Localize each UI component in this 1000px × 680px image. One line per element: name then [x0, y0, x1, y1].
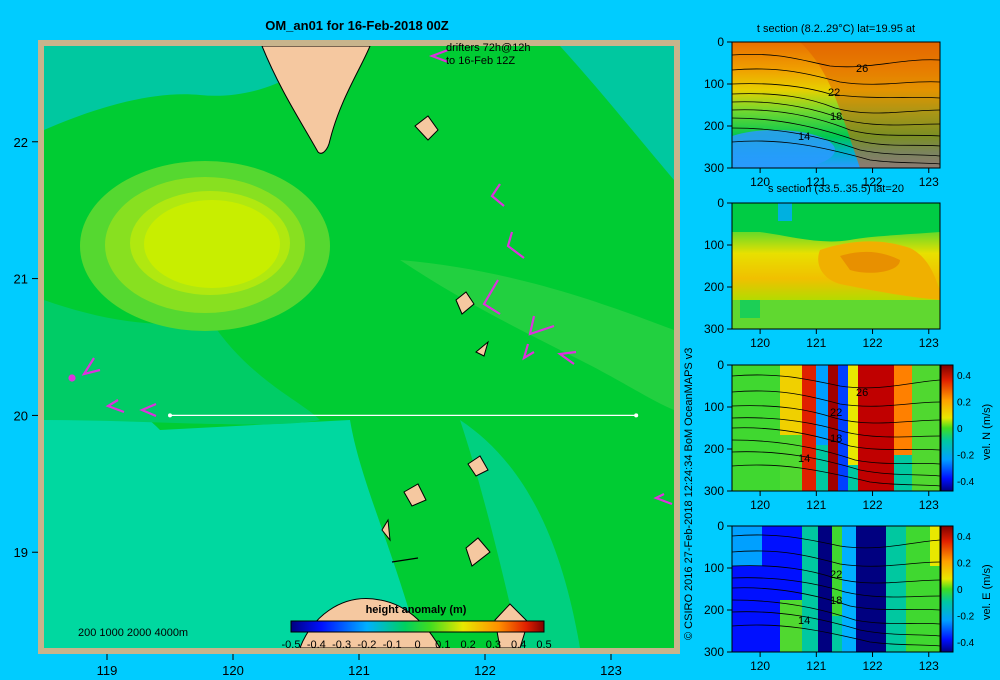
panel-x-tick-label: 120	[750, 659, 770, 673]
map-x-tick-label: 121	[348, 663, 370, 678]
velocity-colorbar-tick-label: 0.2	[957, 559, 971, 570]
panel-x-tick-label: 120	[750, 498, 770, 512]
colorbar-tick-label: -0.4	[307, 639, 326, 651]
temp-contour-22: 22	[828, 87, 840, 99]
panel-y-tick-label: 0	[717, 519, 724, 533]
map-y-tick-label: 22	[14, 135, 28, 150]
panel-x-tick-label: 122	[863, 498, 883, 512]
map-x-tick-label: 119	[97, 663, 118, 678]
panel-x-tick-label: 121	[806, 498, 826, 512]
panel-x-tick-label: 123	[919, 659, 939, 673]
velocity-colorbar-tick-label: -0.2	[957, 451, 975, 462]
section-end-marker	[634, 413, 639, 418]
colorbar-tick-label: -0.2	[357, 639, 376, 651]
map-y-tick-label: 21	[14, 272, 28, 287]
height-colorbar	[290, 620, 545, 633]
map-y-tick-label: 19	[14, 545, 28, 560]
drifter-tracks	[68, 48, 673, 506]
map-x-tick-label: 123	[600, 663, 622, 678]
velN-contour-26: 26	[856, 387, 868, 399]
credit-text: © CSIRO 2016 27-Feb-2018 12:24:34 BoM Oc…	[683, 348, 695, 640]
panel-y-tick-label: 200	[704, 603, 724, 617]
panel-y-tick-label: 300	[704, 161, 724, 175]
panel-y-tick-label: 200	[704, 442, 724, 456]
panel-y-tick-label: 100	[704, 238, 724, 252]
velE-contour-14: 14	[798, 615, 810, 627]
velE-colorbar-label: vel. E (m/s)	[981, 564, 993, 620]
velE-colorbar	[940, 525, 954, 653]
panel-temperature: t section (8.2..29°C) lat=19.95 at 26 22…	[731, 23, 941, 169]
colorbar-tick-label: -0.5	[282, 639, 301, 651]
panel-x-tick-label: 120	[750, 175, 770, 189]
section-start-marker	[168, 413, 172, 418]
colorbar-title: height anomaly (m)	[366, 604, 467, 616]
panel-x-tick-label: 123	[919, 336, 939, 350]
colorbar-tick-label: 0.1	[435, 639, 450, 651]
velocity-colorbar-tick-label: 0.4	[957, 371, 971, 382]
panel-ticks: 120 121 122 123 0 100 200 300 120 121 122 123 0 100 20…	[704, 35, 975, 673]
velN-contour-18: 18	[830, 433, 842, 445]
velE-contour-22: 22	[830, 569, 842, 581]
map-y-ticks: 22 21 20 19	[14, 135, 38, 560]
panel-x-tick-label: 123	[919, 498, 939, 512]
velocity-colorbar-tick-label: -0.4	[957, 477, 975, 488]
map-x-ticks: 119 120 121 122 123	[97, 654, 622, 678]
panel-y-tick-label: 0	[717, 35, 724, 49]
drifters-label-line2: to 16-Feb 12Z	[446, 55, 515, 67]
panel-y-tick-label: 200	[704, 119, 724, 133]
panel-y-tick-label: 100	[704, 561, 724, 575]
velocity-colorbar-tick-label: 0	[957, 585, 963, 596]
velN-colorbar	[940, 364, 954, 492]
panel-x-tick-label: 121	[806, 659, 826, 673]
panel-x-tick-label: 121	[806, 336, 826, 350]
drifters-label-line1: drifters 72h@12h	[446, 42, 531, 54]
panel-y-tick-label: 200	[704, 280, 724, 294]
velocity-colorbar-tick-label: -0.2	[957, 612, 975, 623]
colorbar-tick-label: 0.4	[511, 639, 526, 651]
colorbar-ticks: -0.5 -0.4 -0.3 -0.2 -0.1 0 0.1 0.2 0.3 0.4 0.5	[282, 639, 552, 651]
panel-x-tick-label: 123	[919, 175, 939, 189]
temp-contour-14: 14	[798, 131, 810, 143]
colorbar-tick-label: 0.2	[460, 639, 475, 651]
panel-x-tick-label: 122	[863, 175, 883, 189]
map-x-tick-label: 122	[474, 663, 496, 678]
panel-y-tick-label: 100	[704, 400, 724, 414]
velN-contour-22: 22	[830, 407, 842, 419]
velN-contour-14: 14	[798, 453, 810, 465]
panel-y-tick-label: 300	[704, 645, 724, 659]
colorbar-tick-label: 0	[414, 639, 420, 651]
panel-x-tick-label: 120	[750, 336, 770, 350]
map-y-tick-label: 20	[14, 408, 28, 423]
colorbar-tick-label: -0.1	[383, 639, 402, 651]
panel-temperature-title: t section (8.2..29°C) lat=19.95 at	[757, 23, 915, 35]
panel-y-tick-label: 300	[704, 322, 724, 336]
colorbar-tick-label: -0.3	[332, 639, 351, 651]
velocity-colorbar-tick-label: 0.2	[957, 398, 971, 409]
velE-contour-18: 18	[830, 595, 842, 607]
panel-y-tick-label: 100	[704, 77, 724, 91]
panel-y-tick-label: 300	[704, 484, 724, 498]
panel-y-tick-label: 0	[717, 196, 724, 210]
panel-velocity-east: 22 18 14	[731, 525, 954, 653]
velN-colorbar-label: vel. N (m/s)	[981, 404, 993, 460]
colorbar-tick-label: 0.5	[536, 639, 551, 651]
map-x-tick-label: 120	[222, 663, 244, 678]
temp-contour-18: 18	[830, 111, 842, 123]
map-field	[44, 46, 674, 648]
velocity-colorbar-tick-label: 0	[957, 424, 963, 435]
velocity-colorbar-tick-label: -0.4	[957, 638, 975, 649]
velocity-colorbar-tick-label: 0.4	[957, 532, 971, 543]
colorbar-tick-label: 0.3	[486, 639, 501, 651]
map-title: OM_an01 for 16-Feb-2018 00Z	[265, 18, 449, 33]
panel-x-tick-label: 122	[863, 659, 883, 673]
panel-salinity: s section (33.5..35.5) lat=20	[731, 183, 941, 330]
panel-salinity-title: s section (33.5..35.5) lat=20	[768, 183, 904, 195]
panel-x-tick-label: 121	[806, 175, 826, 189]
panel-y-tick-label: 0	[717, 358, 724, 372]
temp-contour-26: 26	[856, 63, 868, 75]
depth-legend: 200 1000 2000 4000m	[78, 627, 188, 639]
panel-velocity-north: 26 22 18 14	[731, 364, 954, 492]
panel-x-tick-label: 122	[863, 336, 883, 350]
